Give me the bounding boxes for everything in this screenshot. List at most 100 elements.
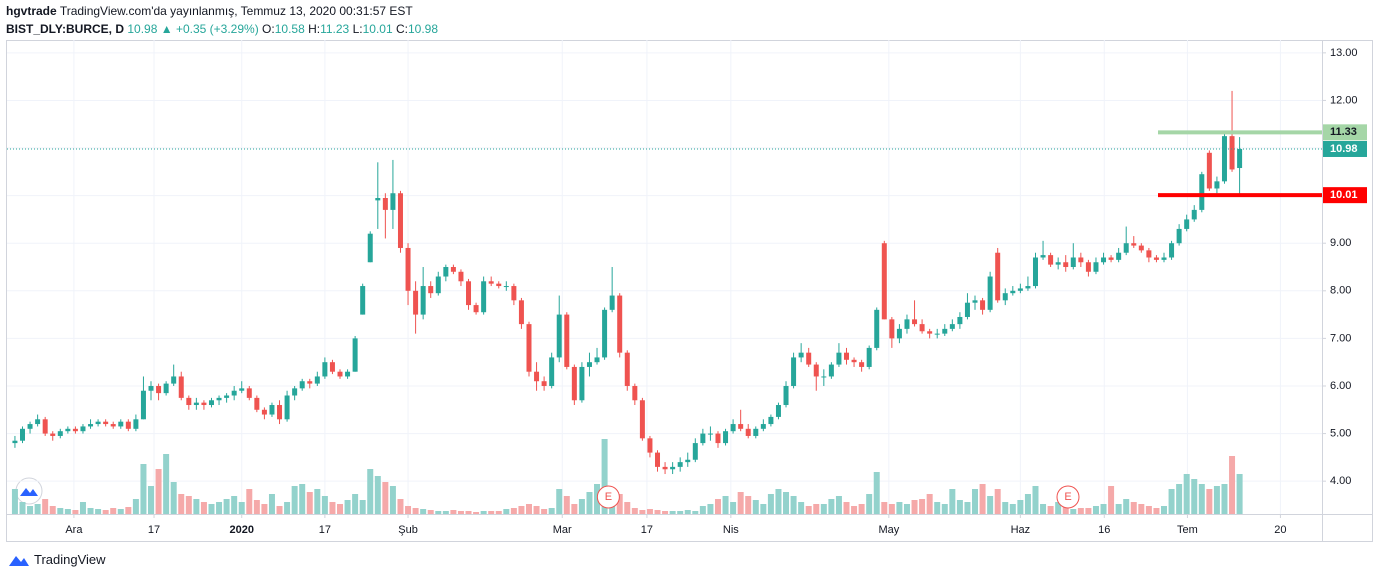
candle-body bbox=[949, 324, 955, 329]
candle-body bbox=[639, 400, 645, 439]
l-label: L: bbox=[352, 22, 363, 36]
footer-logo bbox=[9, 555, 29, 566]
volume-bar bbox=[692, 511, 699, 514]
volume-bar bbox=[276, 506, 283, 514]
y-tick-label: 4.00 bbox=[1330, 475, 1351, 487]
volume-bar bbox=[525, 504, 532, 514]
volume-bar bbox=[919, 499, 926, 514]
c-value: 10.98 bbox=[407, 22, 438, 36]
candle-body bbox=[617, 295, 623, 353]
volume-bar bbox=[352, 494, 359, 514]
candle-body bbox=[753, 428, 759, 436]
candle-body bbox=[927, 331, 933, 334]
volume-bar bbox=[820, 504, 827, 514]
candle-body bbox=[405, 247, 411, 291]
volume-bar bbox=[1108, 486, 1115, 514]
candle-body bbox=[1093, 262, 1099, 272]
h-label: H: bbox=[308, 22, 321, 36]
candle-body bbox=[103, 421, 109, 425]
candle-body bbox=[231, 390, 237, 396]
o-label: O: bbox=[262, 22, 275, 36]
quote-line: BIST_DLY:BURCE, D 10.98 ▲ +0.35 (+3.29%)… bbox=[6, 22, 438, 36]
volume-bar bbox=[813, 504, 820, 514]
candle-body bbox=[1123, 243, 1129, 253]
volume-bar bbox=[11, 489, 18, 514]
volume-bar bbox=[488, 511, 495, 514]
volume-bar bbox=[1221, 484, 1228, 514]
candle-body bbox=[1229, 136, 1235, 170]
candle-body bbox=[1116, 252, 1122, 260]
candle-body bbox=[314, 376, 320, 384]
volume-bar bbox=[790, 496, 797, 514]
volume-bar bbox=[1153, 508, 1160, 514]
volume-bar bbox=[510, 508, 517, 514]
x-tick-label: 2020 bbox=[229, 524, 253, 536]
candle-body bbox=[1237, 148, 1243, 169]
x-tick-label: 16 bbox=[1098, 524, 1110, 536]
candles bbox=[12, 90, 1243, 475]
volume-bar bbox=[737, 492, 744, 514]
candle-body bbox=[594, 357, 600, 363]
volume-bar bbox=[1229, 456, 1236, 514]
candle-body bbox=[745, 428, 751, 436]
volume-bar bbox=[442, 511, 449, 514]
volume-bar bbox=[987, 496, 994, 514]
candle-body bbox=[806, 352, 812, 365]
volume-bar bbox=[246, 489, 253, 514]
volume-bar bbox=[1138, 504, 1145, 514]
volume-bar bbox=[1198, 484, 1205, 514]
candle-body bbox=[1176, 228, 1182, 244]
volume-bar bbox=[284, 502, 291, 514]
volume-bar bbox=[767, 494, 774, 514]
arrow: ▲ bbox=[160, 22, 173, 36]
price-label-box bbox=[1323, 187, 1367, 204]
volume-bar bbox=[843, 502, 850, 514]
candle-body bbox=[496, 283, 502, 287]
volume-bar bbox=[1092, 506, 1099, 514]
candle-body bbox=[1146, 250, 1152, 258]
volume-bar bbox=[397, 499, 404, 514]
candle-body bbox=[556, 314, 562, 358]
price-label-box bbox=[1323, 124, 1367, 141]
volume-bar bbox=[903, 504, 910, 514]
volume-bar bbox=[1115, 504, 1122, 514]
l-value: 10.01 bbox=[362, 22, 393, 36]
volume-bar bbox=[911, 500, 918, 514]
candle-body bbox=[239, 388, 245, 391]
volume-bar bbox=[563, 496, 570, 514]
candle-body bbox=[382, 198, 388, 210]
candle-body bbox=[352, 338, 358, 372]
volume-bar bbox=[1055, 502, 1062, 514]
volume-bar bbox=[1070, 509, 1077, 514]
y-tick-label: 6.00 bbox=[1330, 380, 1351, 392]
candle-body bbox=[624, 352, 630, 386]
volume-bar bbox=[1183, 474, 1190, 514]
grid bbox=[7, 40, 1322, 514]
event-marker bbox=[1056, 485, 1080, 509]
candle-body bbox=[602, 309, 608, 358]
volume-bar bbox=[662, 511, 669, 514]
y-tick-label: 7.00 bbox=[1330, 332, 1351, 344]
candle-body bbox=[1032, 257, 1038, 287]
volume-bar bbox=[420, 509, 427, 514]
candle-body bbox=[65, 428, 71, 432]
volume-bar bbox=[669, 511, 676, 514]
volume-bar bbox=[1206, 489, 1213, 514]
candle-body bbox=[1184, 219, 1190, 229]
volume-bar bbox=[760, 504, 767, 514]
candle-body bbox=[1017, 288, 1023, 291]
candle-body bbox=[140, 390, 146, 420]
candle-body bbox=[964, 302, 970, 317]
x-tick-label: 17 bbox=[148, 524, 160, 536]
candle-body bbox=[118, 421, 124, 427]
candle-body bbox=[284, 395, 290, 420]
candle-body bbox=[1199, 174, 1205, 210]
candle-body bbox=[526, 324, 532, 372]
volume-bar bbox=[110, 508, 117, 514]
candle-body bbox=[783, 385, 789, 406]
candle-body bbox=[186, 397, 192, 406]
candle-body bbox=[534, 371, 540, 382]
x-tick-label: Tem bbox=[1177, 524, 1198, 536]
candle-body bbox=[299, 381, 305, 389]
volume-bar bbox=[1236, 474, 1243, 514]
